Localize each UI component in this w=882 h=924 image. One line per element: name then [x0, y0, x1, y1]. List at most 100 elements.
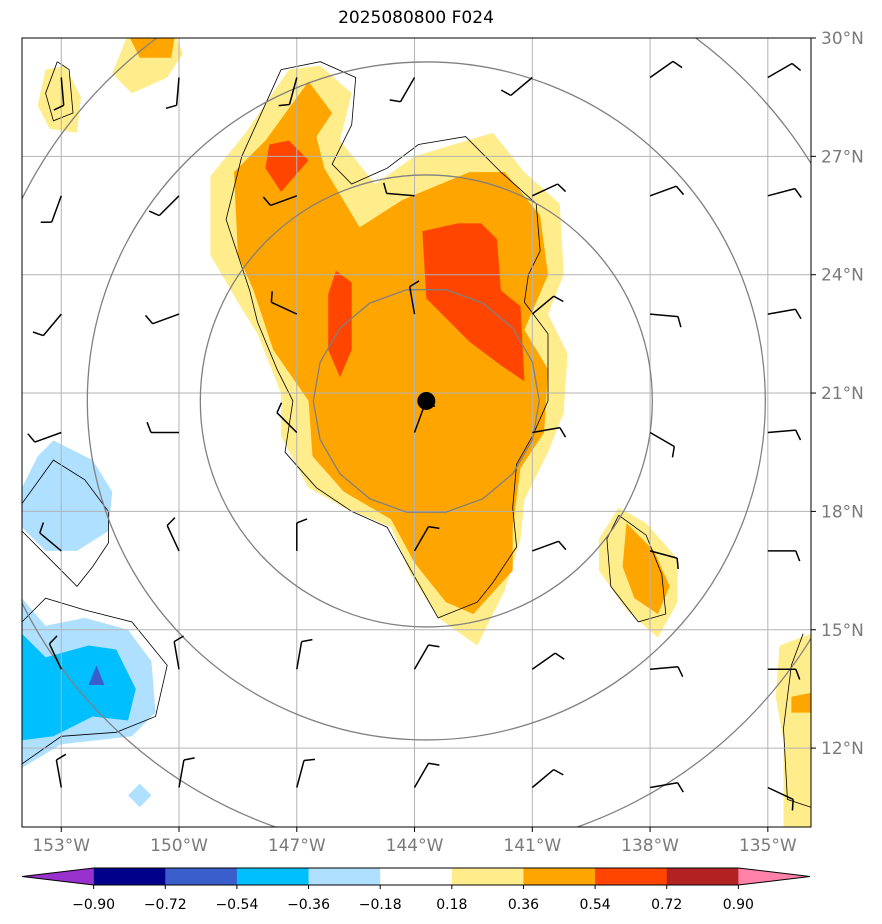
barb-staff — [511, 78, 533, 96]
barb-staff — [167, 526, 179, 551]
x-axis-ticks: 153°W 150°W 147°W 144°W 141°W 138°W 135°W — [32, 827, 797, 856]
barb-flag — [429, 645, 440, 647]
filled-region — [128, 784, 152, 808]
wind-barb — [768, 64, 801, 78]
barb-staff — [768, 189, 795, 196]
barb-flag — [796, 430, 801, 440]
wind-barb — [415, 763, 440, 787]
barb-staff — [532, 653, 555, 669]
wind-barb — [33, 314, 61, 336]
barb-flag — [302, 640, 313, 642]
wind-barb — [650, 61, 682, 77]
barb-staff — [768, 309, 796, 314]
wind-barb — [532, 653, 564, 669]
barb-staff — [768, 64, 792, 78]
colorbar-tick-label: 0.90 — [723, 897, 754, 913]
y-tick-label: 30°N — [821, 29, 864, 49]
y-axis-ticks: 12°N 15°N 18°N 21°N 24°N 27°N 30°N — [811, 29, 864, 759]
barb-staff — [35, 433, 61, 443]
barb-staff — [532, 541, 558, 551]
wind-barb — [167, 518, 179, 551]
colorbar-segment — [380, 868, 452, 885]
barb-flag — [167, 518, 175, 526]
colorbar-segment — [237, 868, 309, 885]
barb-flag — [149, 211, 159, 216]
wind-barb — [166, 78, 179, 109]
barb-flag — [28, 434, 35, 442]
wind-barb — [768, 551, 800, 561]
wind-barb — [41, 196, 62, 223]
barb-staff — [415, 763, 429, 787]
barb-flag — [558, 184, 566, 192]
y-tick-label: 12°N — [821, 739, 864, 759]
barb-flag — [554, 770, 564, 775]
barb-staff — [43, 314, 61, 336]
colorbar-segment — [94, 868, 166, 885]
barb-flag — [796, 551, 800, 561]
barb-staff — [174, 642, 179, 670]
barb-flag — [673, 447, 675, 458]
barb-staff — [650, 186, 676, 196]
wind-barb — [501, 78, 532, 96]
colorbar-segment — [309, 868, 381, 885]
barb-staff — [650, 314, 678, 317]
wind-barb — [297, 759, 315, 787]
wind-barb — [532, 541, 566, 551]
x-tick-label: 147°W — [268, 836, 326, 856]
colorbar-segment — [595, 868, 667, 885]
wind-barb — [650, 433, 674, 458]
barb-flag — [271, 291, 272, 302]
barb-flag — [795, 309, 801, 318]
barb-flag — [166, 105, 177, 108]
wind-barb — [768, 189, 802, 198]
barb-flag — [792, 64, 801, 71]
y-tick-label: 21°N — [821, 384, 864, 404]
colorbar-segment — [523, 868, 595, 885]
colorbar-segment — [452, 868, 524, 885]
y-tick-label: 15°N — [821, 621, 864, 641]
colorbar-tick-label: −0.18 — [359, 897, 402, 913]
wind-barb — [650, 314, 681, 327]
wind-barb — [297, 640, 313, 670]
storm-center-marker — [417, 392, 435, 410]
wind-barb — [390, 78, 415, 102]
barb-staff — [297, 761, 304, 788]
wind-barb — [768, 430, 801, 440]
barb-staff — [401, 78, 415, 102]
barb-flag — [304, 759, 315, 760]
colorbar-extend-low — [22, 868, 94, 885]
x-tick-label: 135°W — [739, 836, 797, 856]
wind-barb — [28, 433, 62, 443]
barb-staff — [650, 433, 674, 447]
barb-staff — [650, 667, 678, 669]
barb-flag — [277, 403, 282, 413]
filled-region — [776, 634, 811, 827]
x-tick-label: 153°W — [32, 836, 90, 856]
colorbar-tick-label: 0.54 — [580, 897, 611, 913]
barb-staff — [179, 760, 184, 788]
barb-flag — [429, 763, 440, 765]
wind-barb — [768, 309, 801, 318]
x-tick-label: 141°W — [503, 836, 561, 856]
colorbar-segment — [667, 868, 739, 885]
y-tick-label: 24°N — [821, 266, 864, 286]
colorbar-tick-label: 0.72 — [651, 897, 682, 913]
filled-region — [22, 440, 112, 551]
barb-flag — [184, 758, 195, 760]
colorbar: −0.90 −0.72 −0.54 −0.36 −0.18 0.18 0.36 0.54 0.7… — [22, 868, 810, 913]
barb-flag — [678, 317, 681, 328]
y-tick-label: 18°N — [821, 502, 864, 522]
colorbar-tick-label: −0.36 — [287, 897, 330, 913]
barb-flag — [501, 90, 511, 95]
wind-barb — [650, 667, 683, 677]
wind-barb — [532, 770, 563, 788]
barb-flag — [792, 799, 793, 810]
wind-barb — [415, 645, 440, 669]
barb-staff — [297, 642, 302, 670]
wind-barb — [147, 422, 179, 432]
wind-barb — [179, 758, 195, 788]
x-tick-label: 150°W — [150, 836, 208, 856]
barb-flag — [554, 296, 564, 301]
barb-flag — [678, 783, 684, 792]
